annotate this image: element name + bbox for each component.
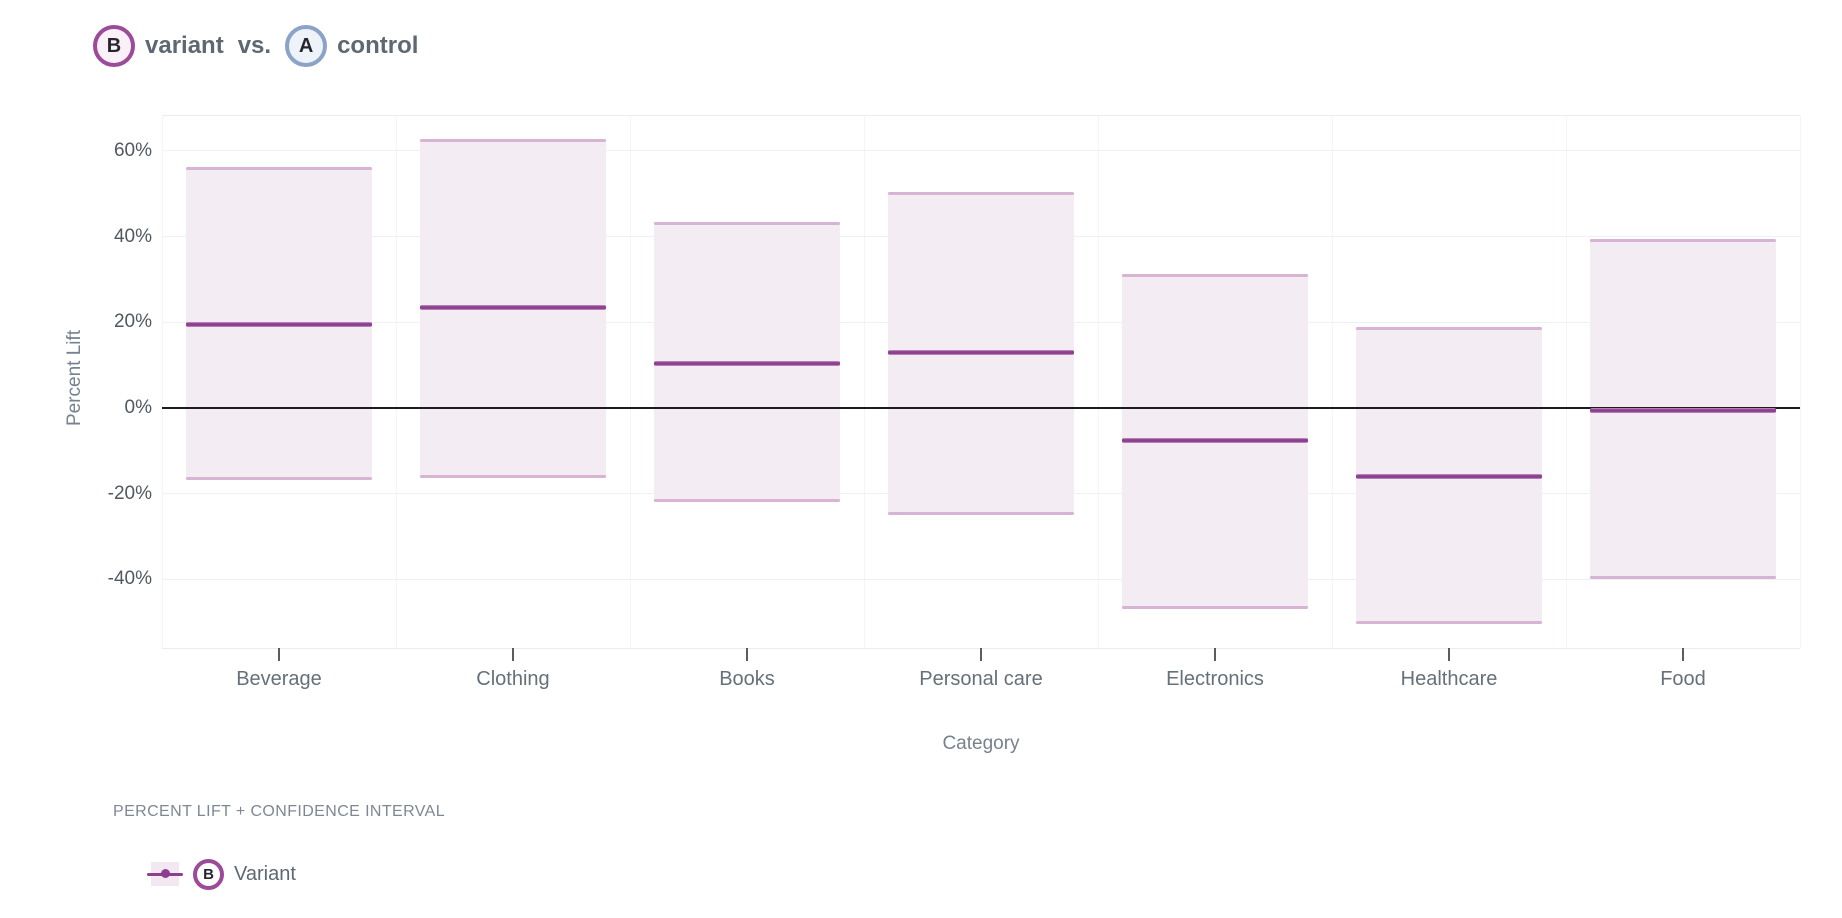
legend-b-badge: B <box>193 858 224 890</box>
ci-lower-edge <box>1590 575 1776 579</box>
ci-upper-edge <box>1356 327 1542 331</box>
lift-median-line <box>1590 407 1776 413</box>
ci-lower-edge <box>654 498 840 502</box>
v-gridline <box>630 115 631 648</box>
ci-lower-edge <box>1122 605 1308 609</box>
ci-lower-edge <box>1356 620 1542 624</box>
h-gridline <box>162 150 1800 152</box>
vs-label: vs. <box>237 32 272 59</box>
control-a-badge: A <box>285 25 328 67</box>
x-axis-tick <box>1214 648 1216 661</box>
variant-b-badge: B <box>93 25 135 67</box>
lift-median-line <box>1356 474 1542 480</box>
x-category-label: Beverage <box>236 668 322 690</box>
lift-median-line <box>888 349 1074 355</box>
v-gridline <box>1800 115 1801 648</box>
ci-upper-edge <box>888 192 1074 196</box>
legend: B Variant <box>147 858 296 890</box>
v-gridline <box>162 115 163 648</box>
v-gridline <box>1332 115 1333 648</box>
ci-upper-edge <box>186 166 372 170</box>
control-label: control <box>337 32 419 59</box>
lift-median-line <box>420 304 606 310</box>
ci-upper-edge <box>1590 239 1776 243</box>
y-tick-label: 60% <box>113 139 152 161</box>
x-category-label: Personal care <box>919 668 1043 690</box>
y-tick-label: -40% <box>107 568 152 590</box>
x-category-label: Healthcare <box>1400 668 1498 690</box>
v-gridline <box>396 115 397 648</box>
x-axis-title: Category <box>942 733 1020 754</box>
chart-title: B variant vs. A control <box>93 24 418 68</box>
ci-upper-edge <box>1122 273 1308 277</box>
legend-label: Variant <box>234 862 296 885</box>
v-gridline <box>1566 115 1567 648</box>
x-category-label: Clothing <box>476 668 550 690</box>
x-category-label: Electronics <box>1166 668 1264 690</box>
v-gridline <box>1098 115 1099 648</box>
ci-lower-edge <box>186 477 372 481</box>
ci-lower-edge <box>420 475 606 479</box>
x-axis-tick <box>1448 648 1450 661</box>
plot-border-top <box>162 115 1800 116</box>
y-tick-label: 40% <box>113 225 152 247</box>
zero-baseline <box>162 406 1800 410</box>
x-axis-tick <box>1682 648 1684 661</box>
variant-label: variant <box>145 32 224 59</box>
x-axis-tick <box>746 648 748 661</box>
lift-median-line <box>186 322 372 327</box>
y-tick-label: -20% <box>107 482 152 504</box>
y-tick-label: 0% <box>124 397 152 419</box>
lift-median-line <box>1122 437 1308 443</box>
x-category-label: Food <box>1660 668 1706 690</box>
ci-upper-edge <box>420 138 606 142</box>
x-axis-tick <box>512 648 514 661</box>
x-axis-tick <box>278 648 280 661</box>
lift-median-line <box>654 360 840 366</box>
ci-lower-edge <box>888 511 1074 515</box>
v-gridline <box>864 115 865 648</box>
ci-upper-edge <box>654 222 840 226</box>
x-category-label: Books <box>719 668 775 690</box>
chart-caption: PERCENT LIFT + CONFIDENCE INTERVAL <box>113 803 446 820</box>
h-gridline <box>162 578 1800 580</box>
y-tick-label: 20% <box>113 311 152 333</box>
ci-legend-glyph-icon <box>147 862 183 886</box>
x-axis-tick <box>980 648 982 661</box>
